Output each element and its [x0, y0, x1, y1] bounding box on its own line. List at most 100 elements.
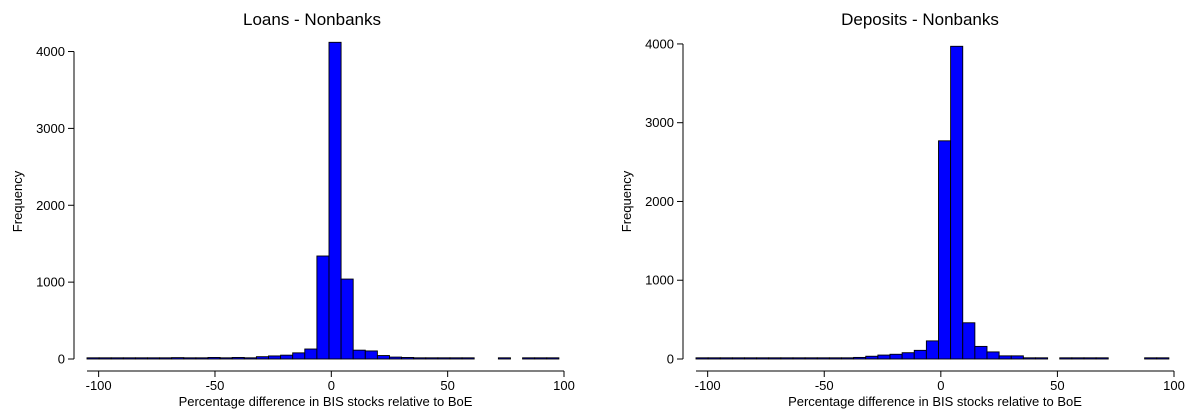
histogram-bar [352, 349, 366, 360]
x-tick-label: 100 [1163, 378, 1185, 393]
histogram-bar [231, 357, 245, 360]
histogram-bar [449, 357, 463, 360]
histogram-bar [731, 357, 745, 360]
histogram-bar [792, 357, 806, 360]
y-axis: 0 1000 2000 3000 4000 Frequency [10, 44, 75, 367]
histogram-bar [913, 349, 927, 360]
histogram-bar [1083, 357, 1097, 360]
histogram-bar [1095, 357, 1109, 360]
histogram-bar [195, 357, 209, 360]
histogram-bar [159, 357, 173, 360]
histogram-bar [853, 356, 867, 360]
histogram-bar [1059, 357, 1073, 360]
histogram-bars [695, 45, 1170, 360]
y-axis: 0 1000 2000 3000 4000 Frequency [619, 36, 684, 367]
histogram-bar [147, 357, 161, 360]
histogram-bar [522, 357, 536, 360]
x-tick-label: 0 [328, 378, 335, 393]
histogram-bars [86, 41, 560, 360]
histogram-bar [328, 41, 342, 360]
histogram-bar [425, 357, 439, 360]
y-tick-label: 0 [667, 352, 674, 367]
x-axis: -100 -50 0 50 100 Percentage difference in BI… [86, 370, 575, 409]
histogram-bar [768, 357, 782, 360]
histogram-bar [437, 357, 451, 360]
histogram-bar [497, 357, 511, 360]
histogram-bar [925, 340, 939, 360]
y-tick-label: 0 [58, 352, 65, 367]
histogram-bar [744, 357, 758, 360]
x-tick-label: -100 [86, 378, 112, 393]
histogram-bar [546, 357, 560, 360]
y-tick-label: 3000 [36, 121, 65, 136]
histogram-bar [1035, 357, 1049, 360]
histogram-bar [877, 354, 891, 360]
histogram-bar [938, 140, 952, 360]
histogram-bar [695, 357, 709, 360]
histogram-bar [1010, 355, 1024, 360]
histogram-bar [219, 357, 233, 360]
histogram-bar [1022, 357, 1036, 360]
y-tick-label: 4000 [645, 36, 674, 51]
histogram-bar [707, 357, 721, 360]
histogram-bar [316, 255, 330, 360]
histogram-bar [950, 45, 964, 360]
y-axis-label: Frequency [10, 170, 25, 232]
y-tick-label: 2000 [36, 198, 65, 213]
histogram-bar [364, 350, 378, 360]
histogram-bar [376, 355, 390, 360]
histogram-bar [1156, 357, 1170, 360]
x-axis-label: Percentage difference in BIS stocks rela… [788, 394, 1082, 409]
histogram-bar [461, 357, 475, 360]
histogram-bar [268, 355, 282, 360]
histogram-bar [1144, 357, 1158, 360]
x-tick-label: -50 [206, 378, 225, 393]
histogram-bar [974, 345, 988, 360]
chart-panel-1: Loans - Nonbanks01000200030004000Frequen… [10, 10, 575, 409]
histogram-bar [122, 357, 136, 360]
histogram-bar [1071, 357, 1085, 360]
chart-title: Deposits - Nonbanks [841, 10, 999, 29]
chart-panel-2: Deposits - Nonbanks01000200030004000Freq… [619, 10, 1185, 409]
histogram-bar [998, 355, 1012, 360]
histogram-bar [243, 357, 257, 360]
chart-title: Loans - Nonbanks [243, 10, 381, 29]
histogram-bar [865, 355, 879, 360]
histogram-bar [86, 357, 100, 360]
histogram-bar [183, 357, 197, 360]
histogram-bar [304, 348, 318, 360]
histogram-bar [804, 357, 818, 360]
histogram-bar [780, 357, 794, 360]
histogram-bar [292, 352, 306, 360]
histogram-bar [962, 322, 976, 360]
histogram-bar [889, 353, 903, 360]
x-tick-label: -50 [815, 378, 834, 393]
histogram-bar [986, 351, 1000, 360]
histogram-bar [828, 357, 842, 360]
histogram-bar [401, 357, 415, 360]
histogram-bar [340, 278, 354, 360]
x-axis-label: Percentage difference in BIS stocks rela… [179, 394, 473, 409]
x-tick-label: 100 [553, 378, 575, 393]
x-tick-label: -100 [695, 378, 721, 393]
histogram-bar [134, 357, 148, 360]
histogram-bar [255, 356, 269, 360]
histogram-bar [98, 357, 112, 360]
y-tick-label: 4000 [36, 44, 65, 59]
y-tick-label: 1000 [36, 275, 65, 290]
x-tick-label: 0 [937, 378, 944, 393]
histogram-bar [280, 354, 294, 360]
y-tick-label: 1000 [645, 273, 674, 288]
histogram-bar [756, 357, 770, 360]
y-tick-label: 3000 [645, 115, 674, 130]
y-tick-label: 2000 [645, 194, 674, 209]
histogram-bar [841, 357, 855, 360]
x-tick-label: 50 [440, 378, 454, 393]
histogram-bar [110, 357, 124, 360]
histogram-bar [389, 356, 403, 360]
x-axis: -100 -50 0 50 100 Percentage difference in BI… [695, 370, 1185, 409]
histogram-bar [171, 357, 185, 360]
x-tick-label: 50 [1050, 378, 1064, 393]
histogram-bar [901, 352, 915, 360]
